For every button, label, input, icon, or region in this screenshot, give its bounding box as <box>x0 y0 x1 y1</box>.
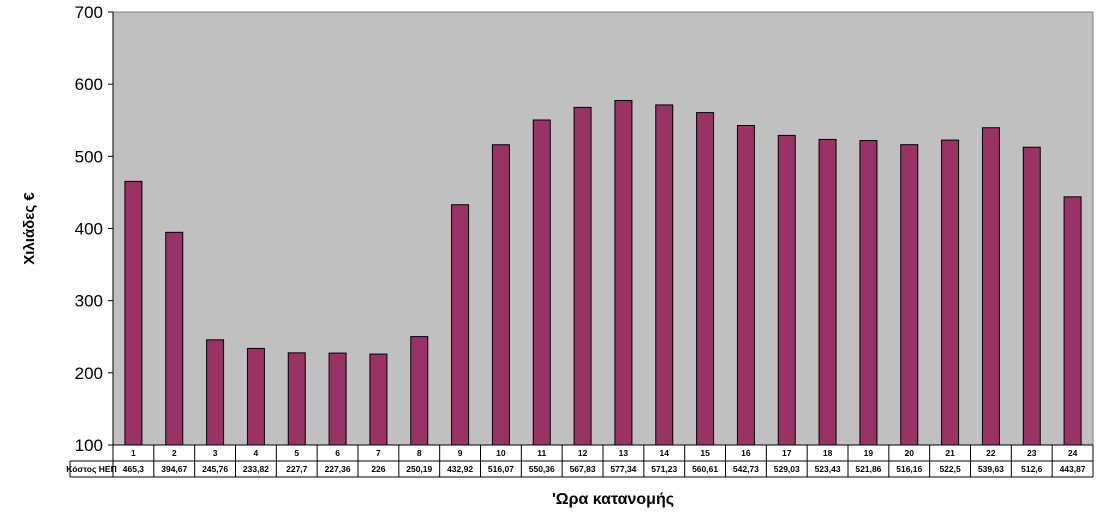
bar <box>287 352 306 446</box>
y-tick-label: 300 <box>75 292 103 311</box>
bar <box>573 106 592 446</box>
bar <box>246 347 265 446</box>
x-tick-label: 6 <box>335 448 340 458</box>
data-label: 516,16 <box>896 464 922 474</box>
plot-area <box>112 11 1094 446</box>
x-tick-label: 13 <box>619 448 629 458</box>
x-tick-label: 19 <box>864 448 874 458</box>
x-tick-label: 9 <box>458 448 463 458</box>
data-label: 432,92 <box>447 464 473 474</box>
data-label: 560,61 <box>692 464 718 474</box>
x-axis-title: 'Ωρα κατανομής <box>552 491 674 508</box>
x-tick-label: 5 <box>294 448 299 458</box>
x-tick-label: 17 <box>782 448 792 458</box>
bar <box>941 139 960 446</box>
bar <box>165 231 184 446</box>
data-label: 394,67 <box>161 464 187 474</box>
y-tick-label: 200 <box>75 364 103 383</box>
y-axis: 100 200 300 400 500 600 700 <box>75 3 114 455</box>
y-tick-label: 600 <box>75 75 103 94</box>
data-label: 571,23 <box>651 464 677 474</box>
bar <box>1063 196 1082 446</box>
data-label: 577,34 <box>610 464 636 474</box>
data-label: 227,7 <box>286 464 308 474</box>
data-label: 226 <box>371 464 385 474</box>
x-tick-label: 2 <box>172 448 177 458</box>
x-tick-label: 1 <box>131 448 136 458</box>
data-label: 465,3 <box>123 464 145 474</box>
x-tick-label: 10 <box>496 448 506 458</box>
bar <box>696 112 715 446</box>
data-label: 516,07 <box>488 464 514 474</box>
data-label: 512,6 <box>1021 464 1043 474</box>
bar <box>491 144 510 446</box>
x-tick-label: 24 <box>1068 448 1078 458</box>
bar <box>818 138 837 446</box>
x-tick-label: 20 <box>905 448 915 458</box>
data-label: 522,5 <box>939 464 961 474</box>
x-tick-label: 16 <box>741 448 751 458</box>
data-label: 567,83 <box>570 464 596 474</box>
x-tick-label: 12 <box>578 448 588 458</box>
bar <box>736 124 755 446</box>
bar <box>900 144 919 446</box>
x-tick-label: 23 <box>1027 448 1037 458</box>
bar <box>655 104 674 446</box>
x-tick-label: 8 <box>417 448 422 458</box>
x-tick-label: 7 <box>376 448 381 458</box>
data-table: Κόστος ΗΕΠ1465,32394,673245,764233,82522… <box>66 444 1094 478</box>
data-label: 521,86 <box>855 464 881 474</box>
bar <box>369 353 388 446</box>
x-tick-label: 3 <box>213 448 218 458</box>
y-axis-title: Χιλιάδες € <box>21 192 38 265</box>
data-label: 523,43 <box>815 464 841 474</box>
x-tick-label: 11 <box>537 448 546 458</box>
bar <box>206 339 225 446</box>
data-label: 529,03 <box>774 464 800 474</box>
bar <box>614 100 633 446</box>
bars <box>124 100 1082 446</box>
data-label: 227,36 <box>325 464 351 474</box>
data-label: 550,36 <box>529 464 555 474</box>
x-tick-label: 21 <box>945 448 955 458</box>
y-tick-label: 500 <box>75 147 103 166</box>
y-tick-label: 400 <box>75 220 103 239</box>
bar <box>532 119 551 446</box>
y-tick-label: 100 <box>75 436 103 455</box>
bar <box>859 140 878 446</box>
data-label: 233,82 <box>243 464 269 474</box>
bar <box>1022 146 1041 446</box>
bar <box>410 336 429 446</box>
x-tick-label: 18 <box>823 448 833 458</box>
bar <box>124 180 143 446</box>
x-tick-label: 4 <box>254 448 259 458</box>
bar <box>451 204 470 446</box>
data-label: 245,76 <box>202 464 228 474</box>
data-label: 542,73 <box>733 464 759 474</box>
data-label: 539,63 <box>978 464 1004 474</box>
bar <box>777 134 796 446</box>
x-tick-label: 15 <box>700 448 710 458</box>
data-label: 443,87 <box>1060 464 1086 474</box>
y-tick-label: 700 <box>75 3 103 22</box>
data-label: 250,19 <box>406 464 432 474</box>
bar <box>328 352 347 446</box>
x-tick-label: 14 <box>660 448 670 458</box>
x-tick-label: 22 <box>986 448 996 458</box>
legend-entry: Κόστος ΗΕΠ <box>66 464 116 474</box>
bar <box>981 127 1000 446</box>
